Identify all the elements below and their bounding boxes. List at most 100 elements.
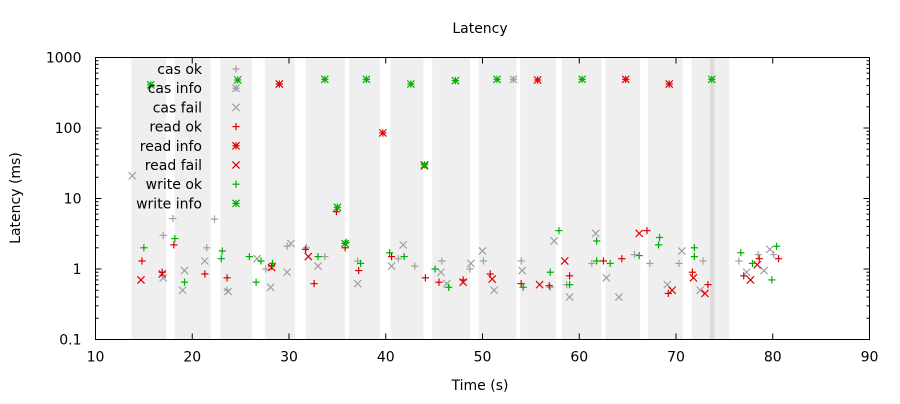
write-info-point bbox=[333, 203, 342, 212]
cas-ok-point bbox=[646, 259, 654, 268]
data-points bbox=[128, 75, 783, 302]
read-ok-point bbox=[755, 255, 763, 263]
cas-fail-point bbox=[591, 229, 600, 238]
x-tick-label: 20 bbox=[183, 350, 201, 366]
x-axis-label: Time (s) bbox=[451, 378, 509, 394]
y-tick-label: 10 bbox=[64, 192, 82, 208]
legend-marker-write-ok bbox=[232, 180, 240, 188]
read-info-point bbox=[378, 128, 387, 138]
y-axis-label: Latency (ms) bbox=[8, 152, 24, 244]
legend-marker-cas-ok bbox=[232, 65, 240, 73]
legend-label-read-ok: read ok bbox=[149, 120, 203, 136]
chart-title: Latency bbox=[452, 21, 507, 37]
x-tick-label: 30 bbox=[280, 350, 298, 366]
legend-label-cas-fail: cas fail bbox=[153, 100, 202, 116]
read-fail-point bbox=[304, 252, 313, 261]
write-info-point bbox=[320, 75, 329, 84]
legend-marker-read-info bbox=[231, 141, 241, 150]
read-fail-point bbox=[535, 280, 544, 289]
cas-fail-point bbox=[518, 266, 527, 275]
write-ok-point bbox=[180, 278, 189, 286]
write-ok-point bbox=[245, 252, 253, 261]
cas-ok-point bbox=[411, 262, 419, 270]
write-info-point bbox=[362, 75, 371, 84]
shaded-interval bbox=[478, 58, 517, 339]
cas-ok-point bbox=[210, 215, 219, 223]
write-ok-point bbox=[268, 259, 277, 268]
write-ok-point bbox=[217, 255, 225, 263]
cas-fail-point bbox=[283, 268, 292, 277]
legend-label-cas-ok: cas ok bbox=[157, 62, 203, 78]
cas-fail-point bbox=[178, 286, 187, 295]
cas-fail-point bbox=[550, 236, 559, 245]
write-ok-point bbox=[748, 259, 757, 268]
read-ok-point bbox=[740, 272, 748, 280]
cas-fail-point bbox=[128, 171, 137, 180]
legend-label-read-fail: read fail bbox=[145, 158, 202, 174]
write-info-point bbox=[451, 76, 460, 85]
cas-ok-point bbox=[770, 251, 778, 259]
cas-fail-point bbox=[478, 246, 487, 256]
legend-marker-cas-fail bbox=[231, 103, 241, 112]
read-ok-point bbox=[774, 255, 783, 263]
cas-fail-point bbox=[387, 262, 396, 271]
shaded-interval bbox=[264, 58, 295, 339]
read-ok-point bbox=[545, 282, 553, 290]
write-ok-point bbox=[593, 257, 601, 265]
cas-fail-point bbox=[353, 279, 362, 288]
read-fail-point bbox=[753, 260, 762, 269]
write-info-point bbox=[406, 80, 415, 89]
read-ok-point bbox=[170, 241, 178, 249]
legend-marker-read-ok bbox=[232, 123, 240, 131]
write-info-point bbox=[492, 75, 502, 84]
cas-fail-point bbox=[490, 286, 499, 295]
read-info-point bbox=[533, 75, 542, 84]
read-ok-point bbox=[435, 278, 443, 286]
write-ok-point bbox=[257, 257, 265, 265]
write-ok-point bbox=[768, 276, 776, 284]
legend-marker-cas-info bbox=[231, 84, 241, 93]
cas-fail-point bbox=[565, 293, 574, 302]
shaded-interval bbox=[131, 58, 167, 339]
x-tick-label: 80 bbox=[764, 350, 782, 366]
write-ok-point bbox=[400, 252, 408, 261]
read-fail-point bbox=[746, 275, 755, 284]
cas-ok-point bbox=[466, 265, 474, 273]
legend-label-read-info: read info bbox=[140, 139, 202, 155]
y-tick-label: 1 bbox=[73, 262, 82, 278]
cas-fail-point bbox=[760, 266, 769, 275]
shaded-interval bbox=[605, 58, 641, 339]
write-ok-point bbox=[252, 278, 260, 286]
cas-ok-point bbox=[438, 257, 446, 265]
shaded-interval bbox=[305, 58, 346, 339]
write-info-point bbox=[341, 239, 350, 248]
cas-fail-point bbox=[399, 240, 408, 249]
shaded-interval bbox=[709, 58, 715, 339]
cas-ok-point bbox=[479, 257, 488, 265]
cas-fail-point bbox=[266, 283, 275, 292]
read-ok-point bbox=[704, 281, 712, 289]
read-fail-point bbox=[158, 269, 167, 279]
read-fail-point bbox=[560, 256, 569, 265]
cas-ok-point bbox=[546, 283, 554, 291]
x-tick-label: 50 bbox=[474, 350, 492, 366]
read-ok-point bbox=[618, 255, 626, 263]
shaded-interval bbox=[220, 58, 253, 339]
write-ok-point bbox=[356, 259, 365, 268]
cas-fail-point bbox=[286, 239, 295, 248]
cas-ok-point bbox=[630, 251, 638, 259]
cas-ok-point bbox=[203, 244, 211, 252]
legend-label-write-info: write info bbox=[136, 196, 202, 212]
write-ok-point bbox=[386, 249, 394, 257]
x-tick-label: 60 bbox=[570, 350, 588, 366]
read-fail-point bbox=[488, 275, 497, 284]
write-ok-point bbox=[140, 244, 148, 252]
cas-ok-point bbox=[517, 257, 525, 265]
cas-ok-point bbox=[754, 251, 762, 259]
read-fail-point bbox=[668, 286, 677, 295]
cas-ok-point bbox=[159, 231, 167, 239]
shaded-interval bbox=[561, 58, 602, 339]
read-ok-point bbox=[355, 266, 363, 275]
read-ok-point bbox=[138, 257, 146, 265]
